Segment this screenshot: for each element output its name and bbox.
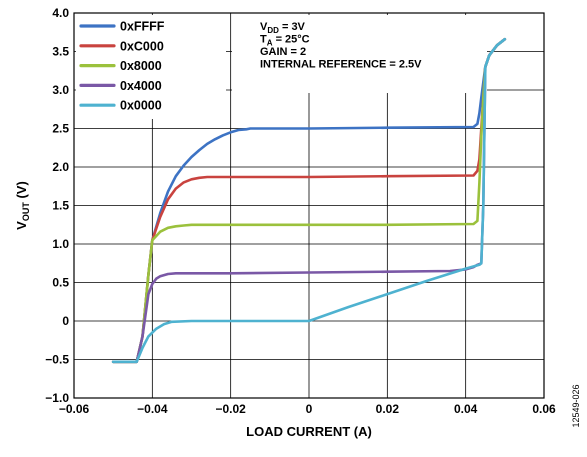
series-line-0x0000 xyxy=(111,37,507,364)
legend-entry: 0x8000 xyxy=(120,59,162,73)
y-axis-label-unit: (V) xyxy=(14,181,29,202)
x-tick-label: −0.04 xyxy=(137,402,168,416)
y-axis-label-sub: OUT xyxy=(21,202,31,222)
y-tick-label: 0.5 xyxy=(52,276,69,290)
legend-entry: 0xFFFF xyxy=(120,20,165,34)
condition-line: VDD = 3V xyxy=(260,21,306,35)
legend-entry: 0x4000 xyxy=(120,79,162,93)
series-layer xyxy=(111,37,507,364)
x-tick-label: 0.02 xyxy=(376,402,400,416)
y-tick-label: 4.0 xyxy=(52,6,69,20)
x-tick-label: −0.02 xyxy=(215,402,246,416)
y-tick-label: 1.0 xyxy=(52,237,69,251)
y-tick-label: 2.0 xyxy=(52,160,69,174)
y-tick-label: 1.5 xyxy=(52,199,69,213)
tick-labels: −0.06 −0.04 −0.02 0 0.02 0.04 0.06 −1.0 −0.5 0 0.5… xyxy=(45,6,556,416)
figure-id: 12549-026 xyxy=(571,384,581,427)
x-tick-label: 0.06 xyxy=(532,402,556,416)
conditions-background xyxy=(232,15,487,93)
y-tick-label: 3.5 xyxy=(52,45,69,59)
x-tick-label: 0.04 xyxy=(454,402,478,416)
legend: 0xFFFF 0xC000 0x8000 0x4000 0x0000 xyxy=(76,15,226,119)
condition-line: INTERNAL REFERENCE = 2.5V xyxy=(260,59,422,71)
legend-entry: 0x0000 xyxy=(120,99,162,113)
y-tick-label: 2.5 xyxy=(52,122,69,136)
condition-line: GAIN = 2 xyxy=(260,46,306,58)
x-axis-label: LOAD CURRENT (A) xyxy=(246,424,372,439)
y-tick-label: 0 xyxy=(62,314,69,328)
x-tick-label: 0 xyxy=(306,402,313,416)
legend-entry: 0xC000 xyxy=(120,39,164,53)
y-tick-label: −1.0 xyxy=(45,391,69,405)
y-tick-label: 3.0 xyxy=(52,83,69,97)
y-axis-label: VOUT (V) xyxy=(14,181,31,230)
x-tick-label: −0.06 xyxy=(59,402,90,416)
y-axis-label-main: V xyxy=(14,221,29,230)
condition-line: TA = 25°C xyxy=(260,34,310,48)
plot-frame xyxy=(73,12,545,399)
y-tick-label: −0.5 xyxy=(45,353,69,367)
